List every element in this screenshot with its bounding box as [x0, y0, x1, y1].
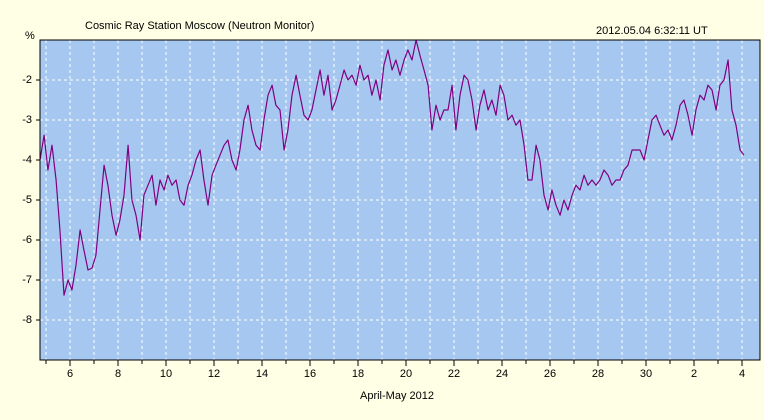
- x-tick-label: 2: [691, 368, 697, 380]
- timestamp: 2012.05.04 6:32:11 UT: [596, 25, 708, 37]
- y-tick-label: -4: [22, 154, 32, 166]
- plot-border: [39, 39, 761, 361]
- x-tick-label: 24: [496, 368, 508, 380]
- chart-title: Cosmic Ray Station Moscow (Neutron Monit…: [85, 20, 314, 32]
- x-axis-label: April-May 2012: [360, 390, 434, 402]
- y-tick-label: -8: [22, 314, 32, 326]
- x-tick-label: 18: [352, 368, 364, 380]
- x-tick-label: 14: [256, 368, 268, 380]
- y-axis-label: %: [25, 30, 35, 42]
- x-tick-label: 10: [160, 368, 172, 380]
- y-tick-label: -6: [22, 234, 32, 246]
- y-tick-label: -2: [22, 74, 32, 86]
- x-tick-label: 30: [640, 368, 652, 380]
- plot-layer: -2-3-4-5-6-7-86 8 10 12 14 16 18 20 22 24 26 28 30 2 4: [22, 39, 761, 380]
- x-tick-label: 26: [544, 368, 556, 380]
- x-tick-label: 22: [448, 368, 460, 380]
- y-tick-label: -7: [22, 274, 32, 286]
- data-line: [39, 39, 745, 296]
- x-tick-label: 12: [208, 368, 220, 380]
- x-tick-label: 4: [739, 368, 745, 380]
- x-tick-label: 28: [592, 368, 604, 380]
- x-tick-label: 16: [304, 368, 316, 380]
- x-tick-label: 20: [400, 368, 412, 380]
- x-tick-label: 8: [115, 368, 121, 380]
- y-tick-label: -5: [22, 194, 32, 206]
- x-tick-label: 6: [67, 368, 73, 380]
- y-tick-label: -3: [22, 114, 32, 126]
